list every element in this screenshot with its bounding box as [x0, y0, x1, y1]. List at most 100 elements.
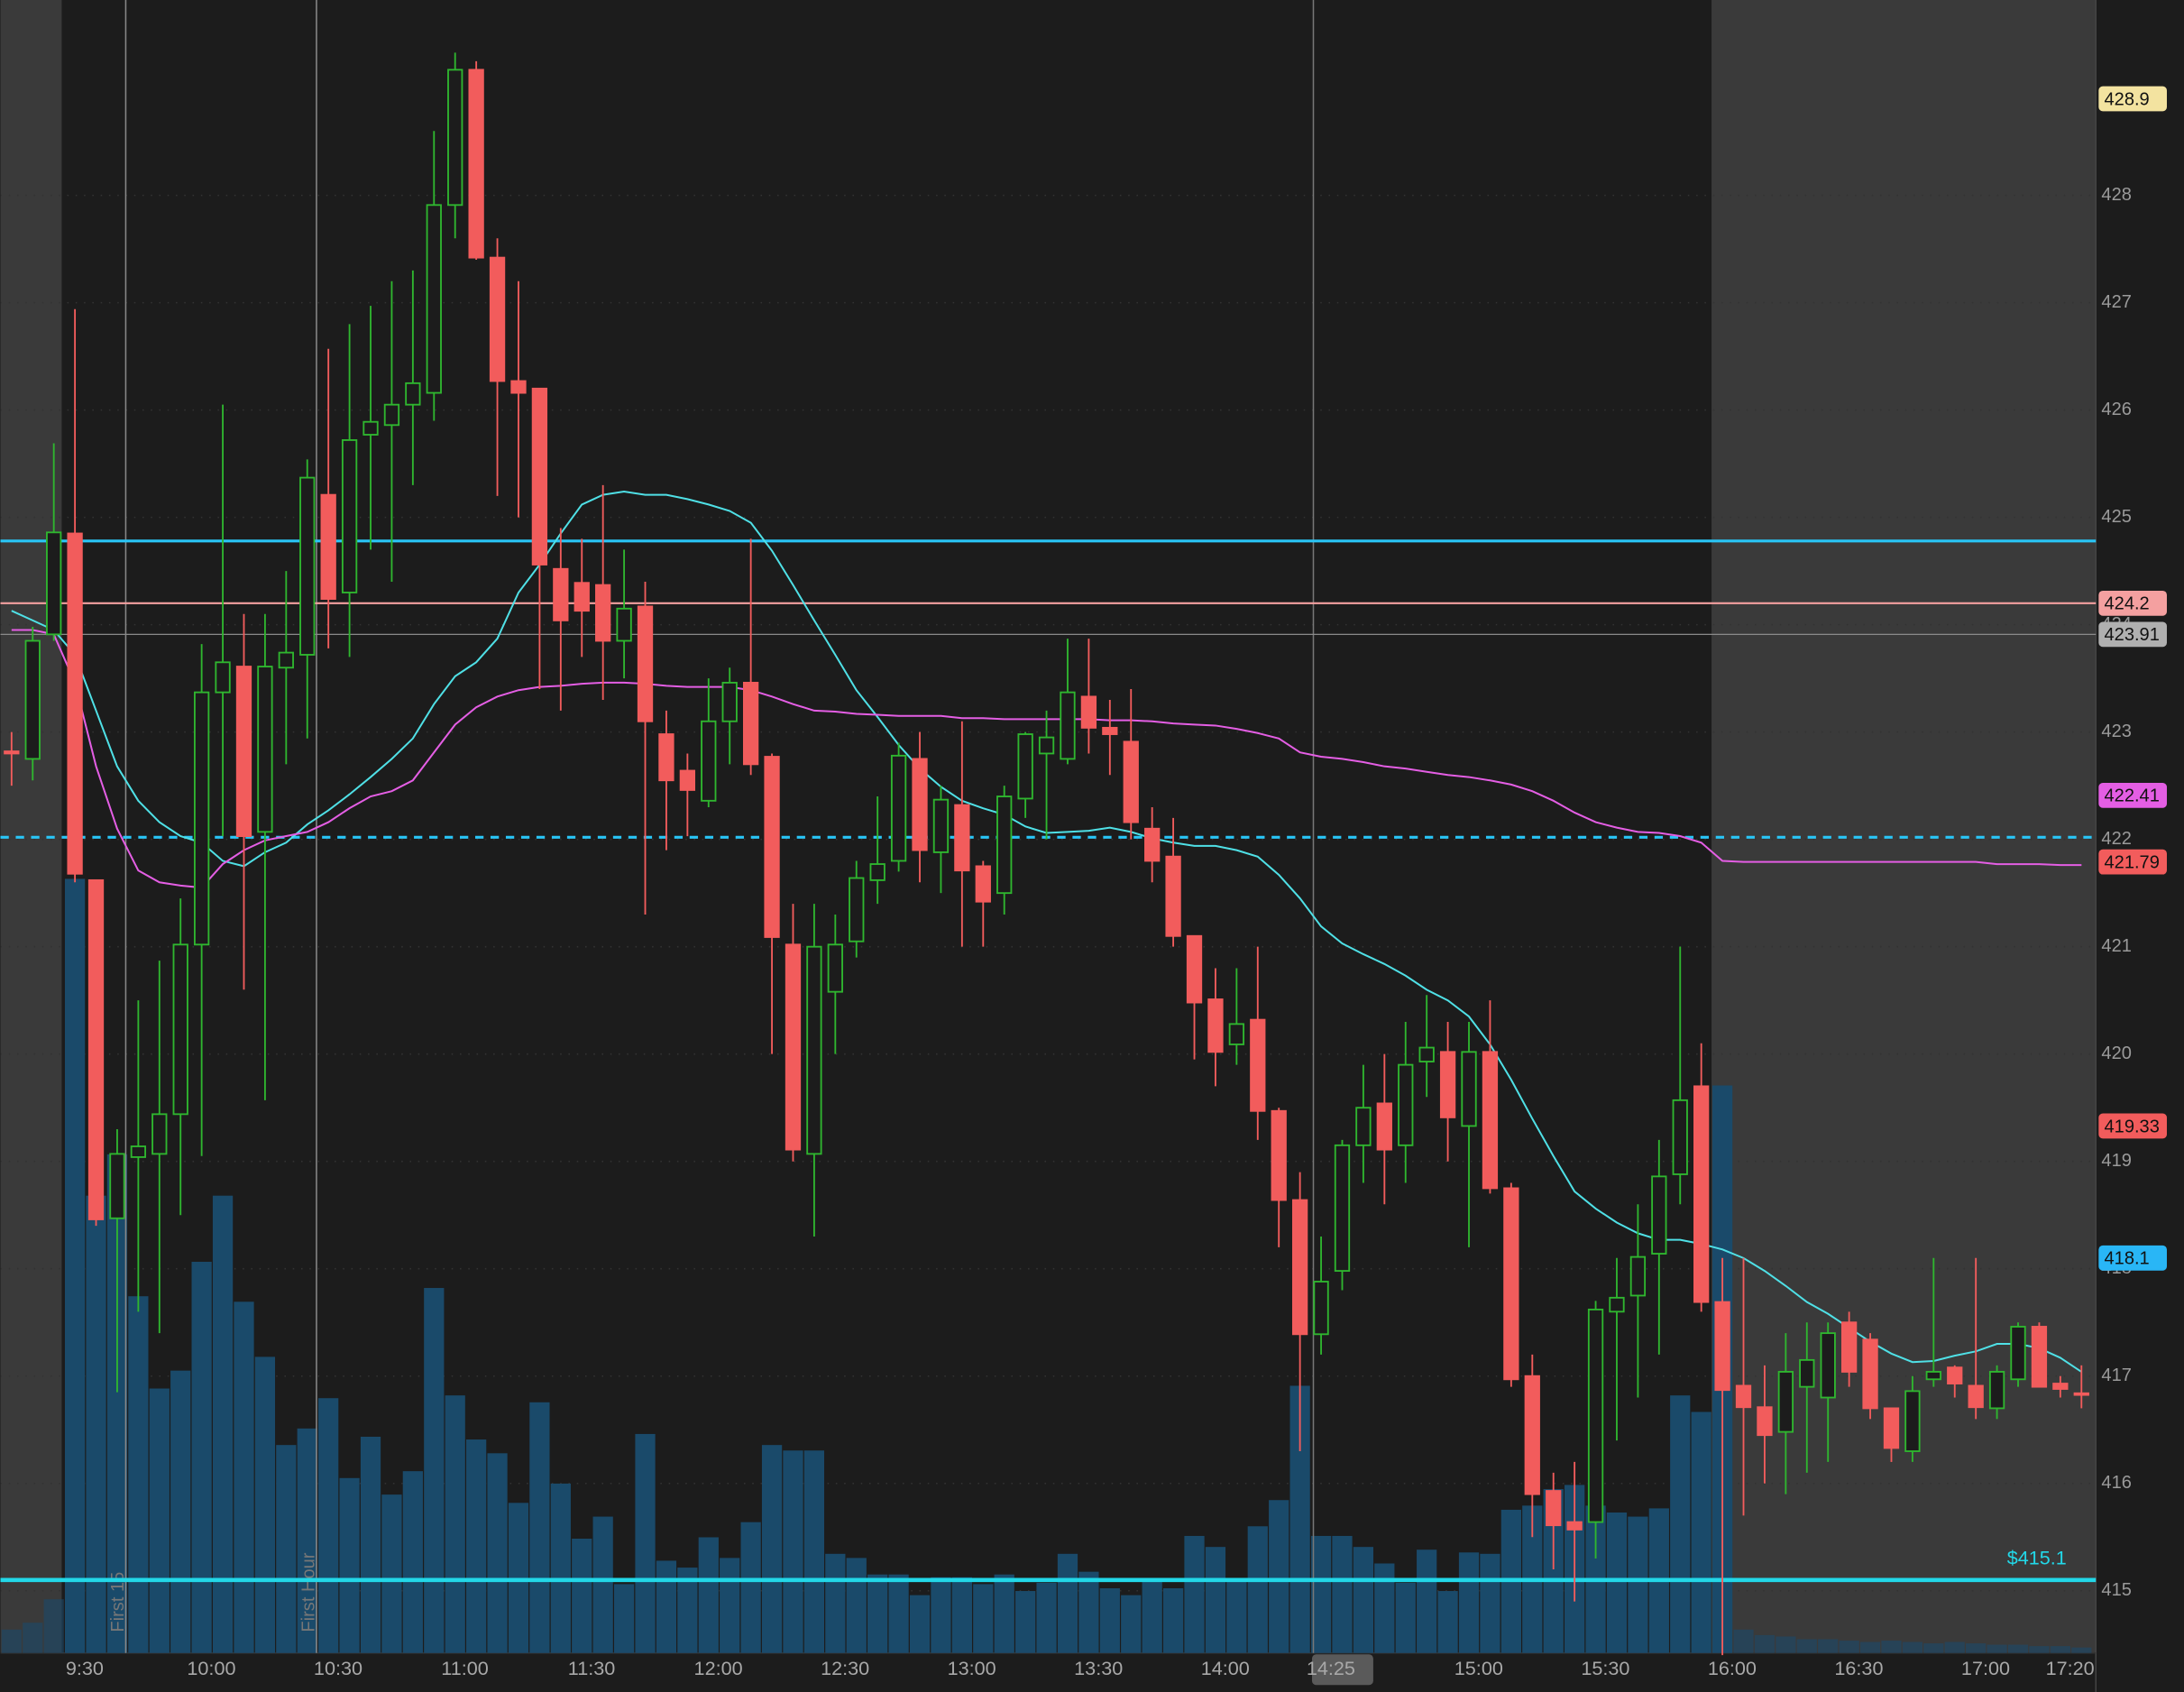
- volume-bar: [1606, 1512, 1628, 1653]
- candle-body: [341, 439, 358, 593]
- volume-bar: [128, 1296, 149, 1653]
- x-tick-label: 17:00: [1961, 1657, 2010, 1679]
- candles: [4, 52, 2089, 1656]
- volume-bar: [1691, 1412, 1711, 1653]
- candle-body: [827, 943, 843, 993]
- volume-bar: [529, 1402, 550, 1653]
- price-label-box: [2098, 621, 2167, 648]
- candle-body: [1080, 695, 1097, 729]
- volume-bar: [1839, 1641, 1859, 1653]
- candle-body: [1629, 1255, 1647, 1297]
- volume-bar: [23, 1623, 43, 1653]
- annotation: First Hour: [299, 1552, 319, 1632]
- candle-body: [531, 387, 548, 566]
- x-tick-label: 17:20: [2046, 1657, 2095, 1679]
- candle-body: [1672, 1099, 1688, 1175]
- price-label: 424.2: [2105, 594, 2150, 614]
- price-label-box: [2098, 1245, 2167, 1271]
- x-tick-label: 12:30: [821, 1657, 869, 1679]
- candle-body: [996, 795, 1013, 895]
- volume-bar: [234, 1301, 254, 1653]
- price-label: 421.79: [2105, 852, 2160, 872]
- candle-body: [257, 666, 273, 833]
- y-tick-label: 426: [2101, 400, 2131, 419]
- candle-body: [299, 476, 316, 656]
- volume-bar: [1902, 1641, 1923, 1653]
- candle-body: [426, 204, 442, 394]
- volume-bar: [1310, 1535, 1332, 1653]
- price-label-box: [2098, 590, 2167, 616]
- candle-body: [1777, 1371, 1794, 1433]
- candle-body: [721, 681, 738, 722]
- volume-bar: [1796, 1639, 1817, 1653]
- volume-bar: [1353, 1547, 1374, 1653]
- volume-bar: [1754, 1634, 1776, 1653]
- x-tick-label: 10:00: [187, 1657, 235, 1679]
- x-tick-label: 9:30: [66, 1657, 104, 1679]
- y-tick-label: 419: [2101, 1151, 2131, 1171]
- candle-body: [320, 493, 336, 601]
- candle-body: [1862, 1338, 1878, 1410]
- candle-body: [912, 758, 928, 851]
- candle-body: [1060, 691, 1076, 760]
- volume-bar: [1078, 1571, 1099, 1653]
- candle-body: [849, 877, 865, 943]
- candle-body: [1102, 726, 1118, 735]
- candle-body: [67, 532, 83, 875]
- volume-bar: [487, 1453, 508, 1653]
- x-tick-label: 16:00: [1708, 1657, 1757, 1679]
- volume-bar: [212, 1195, 234, 1653]
- premarket-shade: [0, 0, 62, 1653]
- candle-body: [1398, 1063, 1414, 1146]
- candle-body: [2031, 1326, 2048, 1388]
- volume-bar: [64, 878, 86, 1653]
- y-tick-label: 428: [2101, 185, 2131, 205]
- volume-bar: [1859, 1641, 1881, 1653]
- y-tick-label: 422: [2101, 829, 2131, 849]
- volume-bar: [1543, 1489, 1564, 1653]
- price-label: 423.91: [2105, 625, 2160, 645]
- volume-bar: [635, 1433, 656, 1653]
- volume-bar: [1458, 1552, 1480, 1653]
- price-label: 428.9: [2105, 89, 2150, 109]
- candle-body: [510, 380, 527, 394]
- volume-bar: [656, 1560, 677, 1653]
- candle-body: [405, 382, 421, 406]
- candle-body: [2052, 1383, 2069, 1390]
- candle-body: [1947, 1366, 1963, 1384]
- candle-body: [1840, 1321, 1858, 1373]
- volume-bar: [2071, 1647, 2092, 1653]
- candle-body: [637, 605, 654, 722]
- y-tick-label: 425: [2101, 507, 2131, 527]
- candle-body: [1546, 1490, 1562, 1527]
- volume-bar: [550, 1483, 571, 1653]
- price-label: 418.1: [2105, 1249, 2150, 1269]
- price-label: 419.33: [2105, 1117, 2160, 1136]
- candle-body: [109, 1153, 125, 1219]
- candle-body: [1651, 1175, 1667, 1255]
- candle-body: [24, 639, 41, 760]
- candle-body: [890, 754, 907, 862]
- candle-body: [1524, 1375, 1540, 1495]
- volume-bar: [592, 1516, 613, 1653]
- volume-bar: [1818, 1639, 1839, 1653]
- candle-body: [2010, 1326, 2026, 1381]
- volume-bar: [1923, 1643, 1944, 1653]
- volume-bar: [191, 1262, 212, 1653]
- volume-bar: [1121, 1595, 1142, 1653]
- candle-body: [1799, 1358, 1815, 1388]
- volume-bar: [1269, 1500, 1289, 1653]
- candle-body: [2073, 1392, 2089, 1396]
- candle-body: [742, 681, 759, 766]
- candle-body: [278, 651, 294, 669]
- candle-body: [1334, 1144, 1351, 1273]
- volume-bar: [106, 1154, 128, 1653]
- volume-bar: [825, 1553, 846, 1653]
- volume-bar: [951, 1577, 972, 1653]
- volume-bar: [1881, 1641, 1902, 1653]
- candle-body: [489, 256, 506, 382]
- candle-body: [954, 804, 970, 872]
